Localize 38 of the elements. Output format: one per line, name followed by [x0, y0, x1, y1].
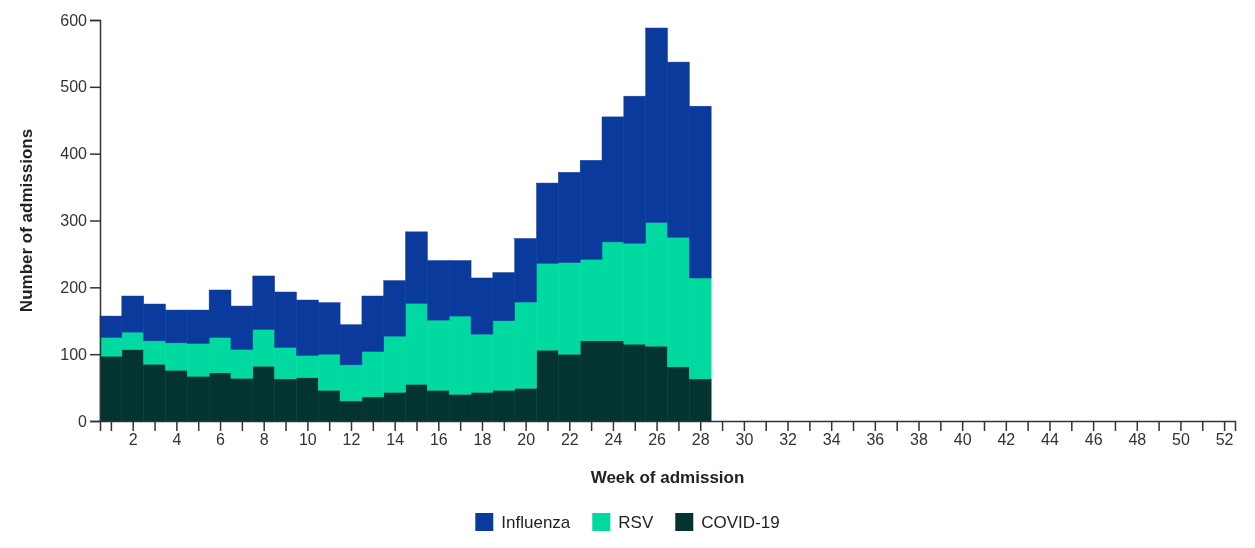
- x-tick-label: 22: [560, 431, 579, 449]
- legend-label: COVID-19: [701, 513, 780, 532]
- y-tick-label: 0: [78, 412, 88, 430]
- x-tick-label: 24: [604, 431, 623, 449]
- x-tick-label: 42: [997, 431, 1016, 449]
- x-tick-label: 20: [517, 431, 536, 449]
- x-tick-label: 44: [1041, 431, 1059, 449]
- x-tick-label: 38: [910, 431, 929, 449]
- y-tick-label: 500: [60, 78, 88, 96]
- x-tick-label: 26: [648, 431, 667, 449]
- y-tick-label: 200: [60, 278, 88, 296]
- x-tick-label: 4: [172, 431, 182, 449]
- legend-label: Influenza: [501, 513, 571, 532]
- x-tick-label: 36: [866, 431, 885, 449]
- x-tick-label: 40: [953, 431, 972, 449]
- x-tick-label: 2: [128, 431, 138, 449]
- x-tick-label: 30: [735, 431, 754, 449]
- legend-label: RSV: [618, 513, 654, 532]
- x-tick-label: 34: [822, 431, 841, 449]
- y-tick-label: 600: [60, 11, 88, 29]
- x-tick-label: 6: [216, 431, 226, 449]
- y-axis-title: Number of admissions: [17, 128, 36, 313]
- x-tick-label: 14: [386, 431, 405, 449]
- x-tick-label: 8: [259, 431, 269, 449]
- y-tick-label: 400: [60, 145, 88, 163]
- x-tick-label: 16: [429, 431, 448, 449]
- x-tick-label: 50: [1172, 431, 1190, 449]
- x-tick-label: 32: [779, 431, 798, 449]
- x-tick-label: 28: [691, 431, 710, 449]
- x-tick-label: 10: [298, 431, 317, 449]
- x-tick-label: 18: [473, 431, 492, 449]
- y-tick-label: 100: [60, 345, 88, 363]
- x-tick-label: 46: [1084, 431, 1103, 449]
- x-tick-label: 52: [1215, 431, 1234, 449]
- x-axis-title: Week of admission: [590, 468, 745, 487]
- x-tick-label: 12: [342, 431, 361, 449]
- y-tick-label: 300: [60, 212, 88, 230]
- x-tick-label: 48: [1128, 431, 1147, 449]
